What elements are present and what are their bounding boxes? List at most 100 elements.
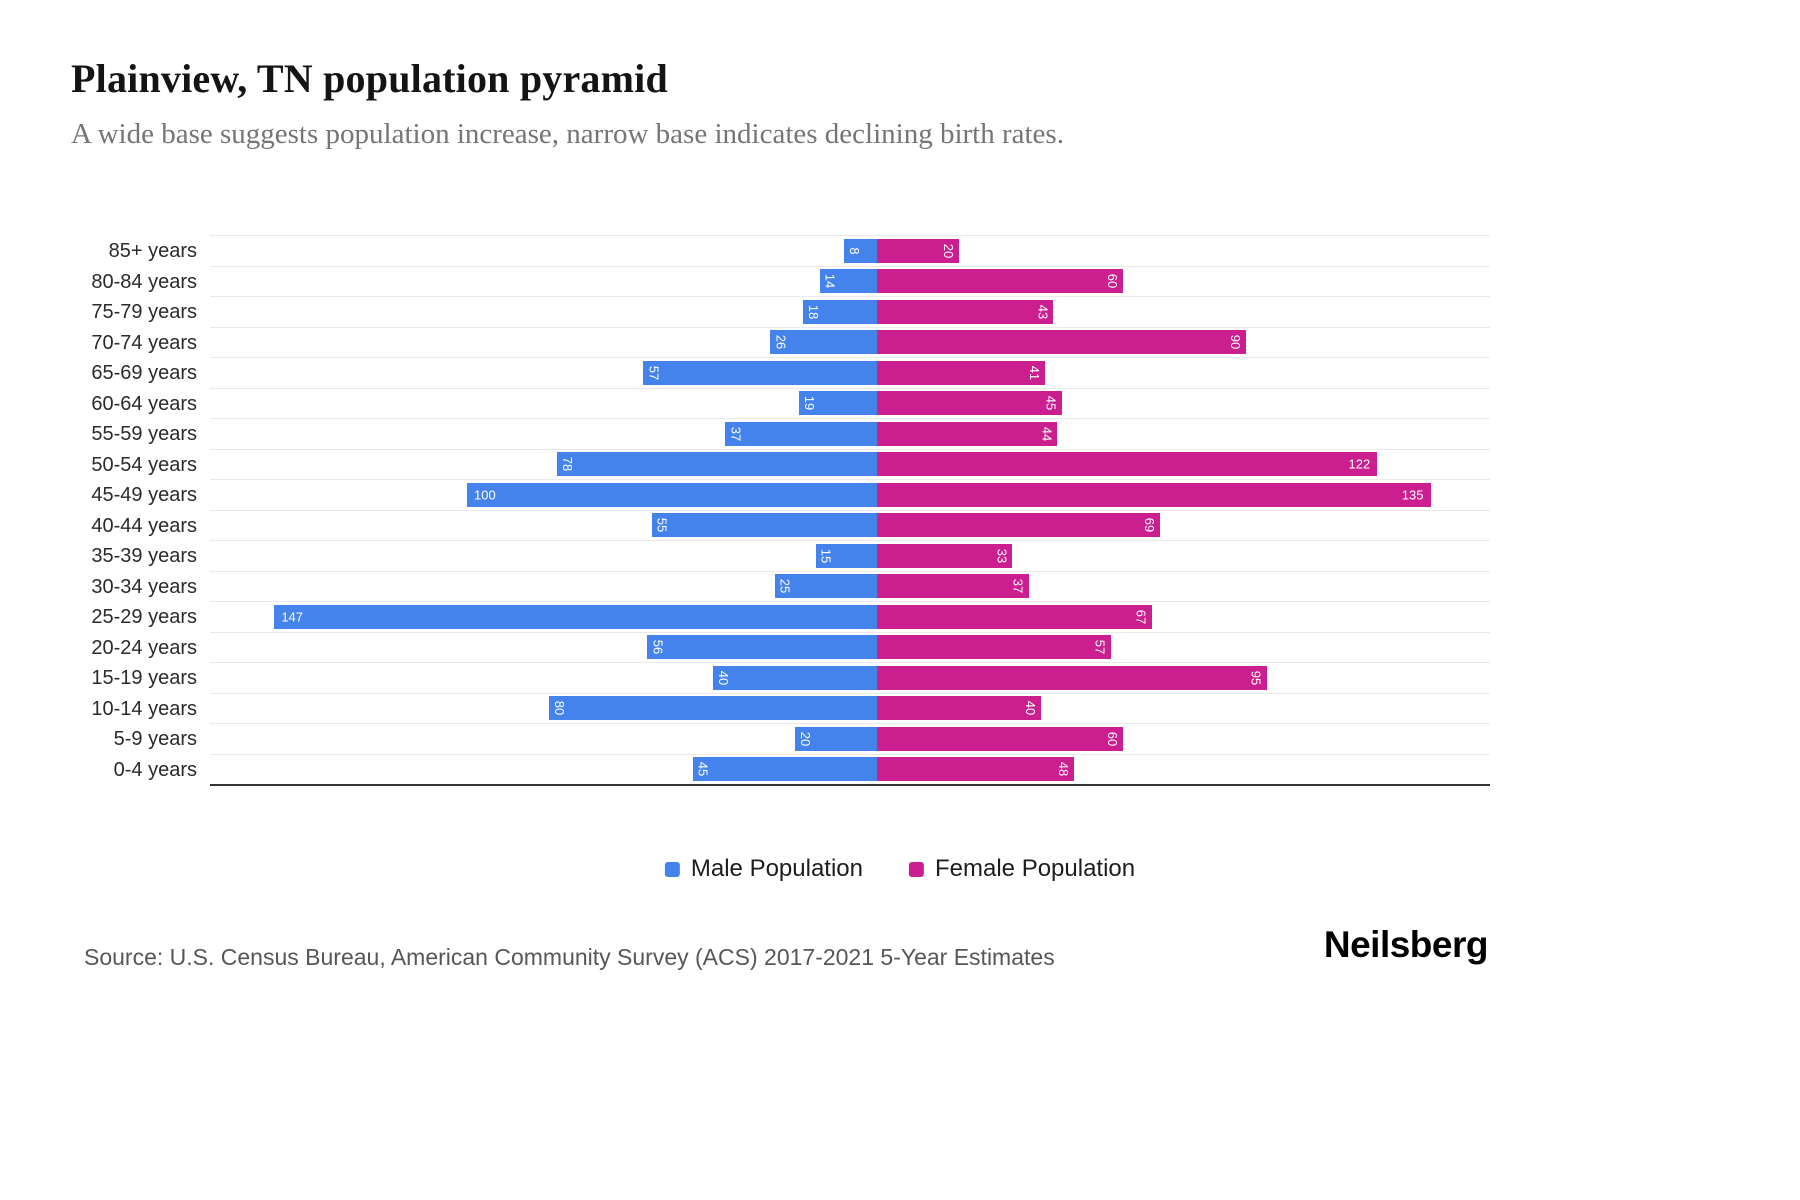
- female-legend-swatch-icon: [909, 861, 924, 877]
- pyramid-row: 20-24 years 56 57: [91, 631, 1490, 663]
- female-bar-value: 33: [994, 548, 1010, 563]
- female-half: 20: [877, 236, 1490, 266]
- female-half: 67: [877, 602, 1490, 632]
- male-bar[interactable]: 147: [274, 604, 877, 629]
- female-half: 135: [877, 480, 1490, 510]
- pyramid-row: 5-9 years 20 60: [114, 723, 1490, 754]
- legend-item-female[interactable]: Female Population: [909, 855, 1135, 883]
- legend-label-male: Male Population: [690, 855, 863, 882]
- female-bar[interactable]: 95: [877, 665, 1267, 690]
- female-bar-value: 40: [1023, 701, 1038, 716]
- male-bar[interactable]: 26: [770, 330, 877, 355]
- legend-item-male[interactable]: Male Population: [664, 855, 863, 883]
- male-bar-value: 55: [654, 518, 670, 533]
- female-half: 122: [877, 450, 1490, 480]
- pyramid-row: 70-74 years 26 90: [91, 326, 1490, 358]
- female-bar-value: 60: [1105, 731, 1120, 746]
- male-bar-value: 18: [806, 304, 822, 319]
- male-half: 8: [210, 236, 877, 266]
- male-bar[interactable]: 37: [725, 421, 877, 446]
- female-bar[interactable]: 37: [877, 574, 1029, 599]
- pyramid-row: 45-49 years 100 135: [91, 479, 1490, 510]
- male-bar[interactable]: 80: [549, 696, 877, 721]
- female-bar-value: 67: [1133, 609, 1149, 624]
- female-bar-value: 122: [1348, 456, 1371, 472]
- age-group-label: 40-44 years: [91, 514, 197, 537]
- pyramid-row: 35-39 years 15 33: [91, 540, 1490, 571]
- male-bar-value: 147: [281, 609, 304, 625]
- female-bar[interactable]: 122: [877, 452, 1378, 477]
- female-bar[interactable]: 44: [877, 421, 1058, 446]
- female-bar[interactable]: 41: [877, 360, 1046, 385]
- male-bar[interactable]: 19: [799, 391, 877, 416]
- male-half: 56: [210, 633, 877, 663]
- male-bar[interactable]: 20: [795, 726, 877, 751]
- male-bar[interactable]: 25: [774, 574, 877, 599]
- age-group-label: 85+ years: [108, 240, 197, 262]
- male-half: 18: [210, 297, 877, 327]
- pyramid-row: 25-29 years 147 67: [91, 601, 1490, 632]
- female-bar[interactable]: 67: [877, 604, 1152, 629]
- female-bar[interactable]: 20: [877, 238, 959, 263]
- age-group-label: 25-29 years: [91, 606, 197, 628]
- male-bar-value: 14: [822, 274, 838, 289]
- page-title: Plainview, TN population pyramid: [71, 56, 668, 101]
- female-bar[interactable]: 45: [877, 391, 1062, 416]
- age-group-label: 15-19 years: [91, 667, 197, 689]
- female-bar[interactable]: 135: [877, 482, 1431, 507]
- male-bar-value: 80: [552, 701, 567, 716]
- male-bar[interactable]: 55: [651, 513, 877, 538]
- age-group-label: 35-39 years: [91, 545, 197, 567]
- male-bar-value: 19: [802, 396, 818, 411]
- male-half: 15: [210, 541, 877, 571]
- female-half: 44: [877, 419, 1490, 449]
- female-bar[interactable]: 60: [877, 269, 1123, 294]
- male-half: 147: [210, 602, 877, 632]
- male-bar[interactable]: 56: [647, 635, 877, 660]
- female-half: 33: [877, 541, 1490, 571]
- male-bar[interactable]: 45: [692, 757, 877, 782]
- chart-subtitle: A wide base suggests population increase…: [71, 118, 1064, 150]
- pyramid-row: 40-44 years 55 69: [91, 509, 1490, 541]
- female-half: 40: [877, 694, 1490, 724]
- female-bar[interactable]: 43: [877, 299, 1054, 324]
- male-bar[interactable]: 78: [557, 452, 877, 477]
- female-bar-value: 57: [1092, 640, 1108, 655]
- age-group-label: 0-4 years: [113, 758, 197, 781]
- male-bar-value: 40: [716, 670, 731, 685]
- female-bar[interactable]: 40: [877, 696, 1041, 721]
- female-bar[interactable]: 48: [877, 757, 1074, 782]
- age-group-label: 70-74 years: [91, 331, 197, 354]
- male-half: 100: [210, 480, 877, 510]
- female-bar[interactable]: 90: [877, 330, 1246, 355]
- male-bar[interactable]: 14: [819, 269, 877, 294]
- female-bar-value: 41: [1027, 365, 1043, 380]
- male-bar-value: 100: [474, 487, 496, 503]
- female-half: 45: [877, 389, 1490, 419]
- male-bar[interactable]: 40: [713, 665, 877, 690]
- female-bar-value: 60: [1105, 274, 1120, 289]
- male-half: 40: [210, 663, 877, 693]
- age-group-label: 65-69 years: [91, 362, 197, 384]
- female-bar-value: 20: [941, 243, 956, 258]
- female-bar[interactable]: 69: [877, 513, 1160, 538]
- age-group-label: 60-64 years: [91, 392, 197, 415]
- male-bar[interactable]: 57: [643, 360, 877, 385]
- male-bar[interactable]: 8: [844, 238, 877, 263]
- female-half: 37: [877, 572, 1490, 602]
- female-bar[interactable]: 60: [877, 726, 1123, 751]
- pyramid-row: 10-14 years 80 40: [91, 692, 1490, 724]
- male-bar[interactable]: 100: [467, 482, 877, 507]
- male-half: 26: [210, 328, 877, 358]
- male-bar[interactable]: 15: [815, 543, 877, 568]
- legend-label-female: Female Population: [935, 855, 1136, 882]
- male-bar[interactable]: 18: [803, 299, 877, 324]
- pyramid-row: 80-84 years 14 60: [91, 265, 1490, 297]
- pyramid-row: 55-59 years 37 44: [91, 418, 1490, 449]
- male-bar-value: 15: [818, 548, 834, 563]
- female-half: 60: [877, 724, 1490, 754]
- female-half: 95: [877, 663, 1490, 693]
- female-bar[interactable]: 57: [877, 635, 1111, 660]
- female-bar[interactable]: 33: [877, 543, 1013, 568]
- pyramid-row: 15-19 years 40 95: [91, 662, 1490, 693]
